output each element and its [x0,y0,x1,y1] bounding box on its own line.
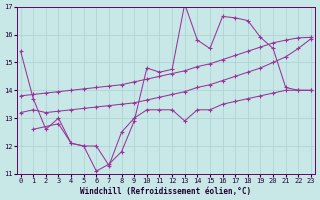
X-axis label: Windchill (Refroidissement éolien,°C): Windchill (Refroidissement éolien,°C) [80,187,251,196]
